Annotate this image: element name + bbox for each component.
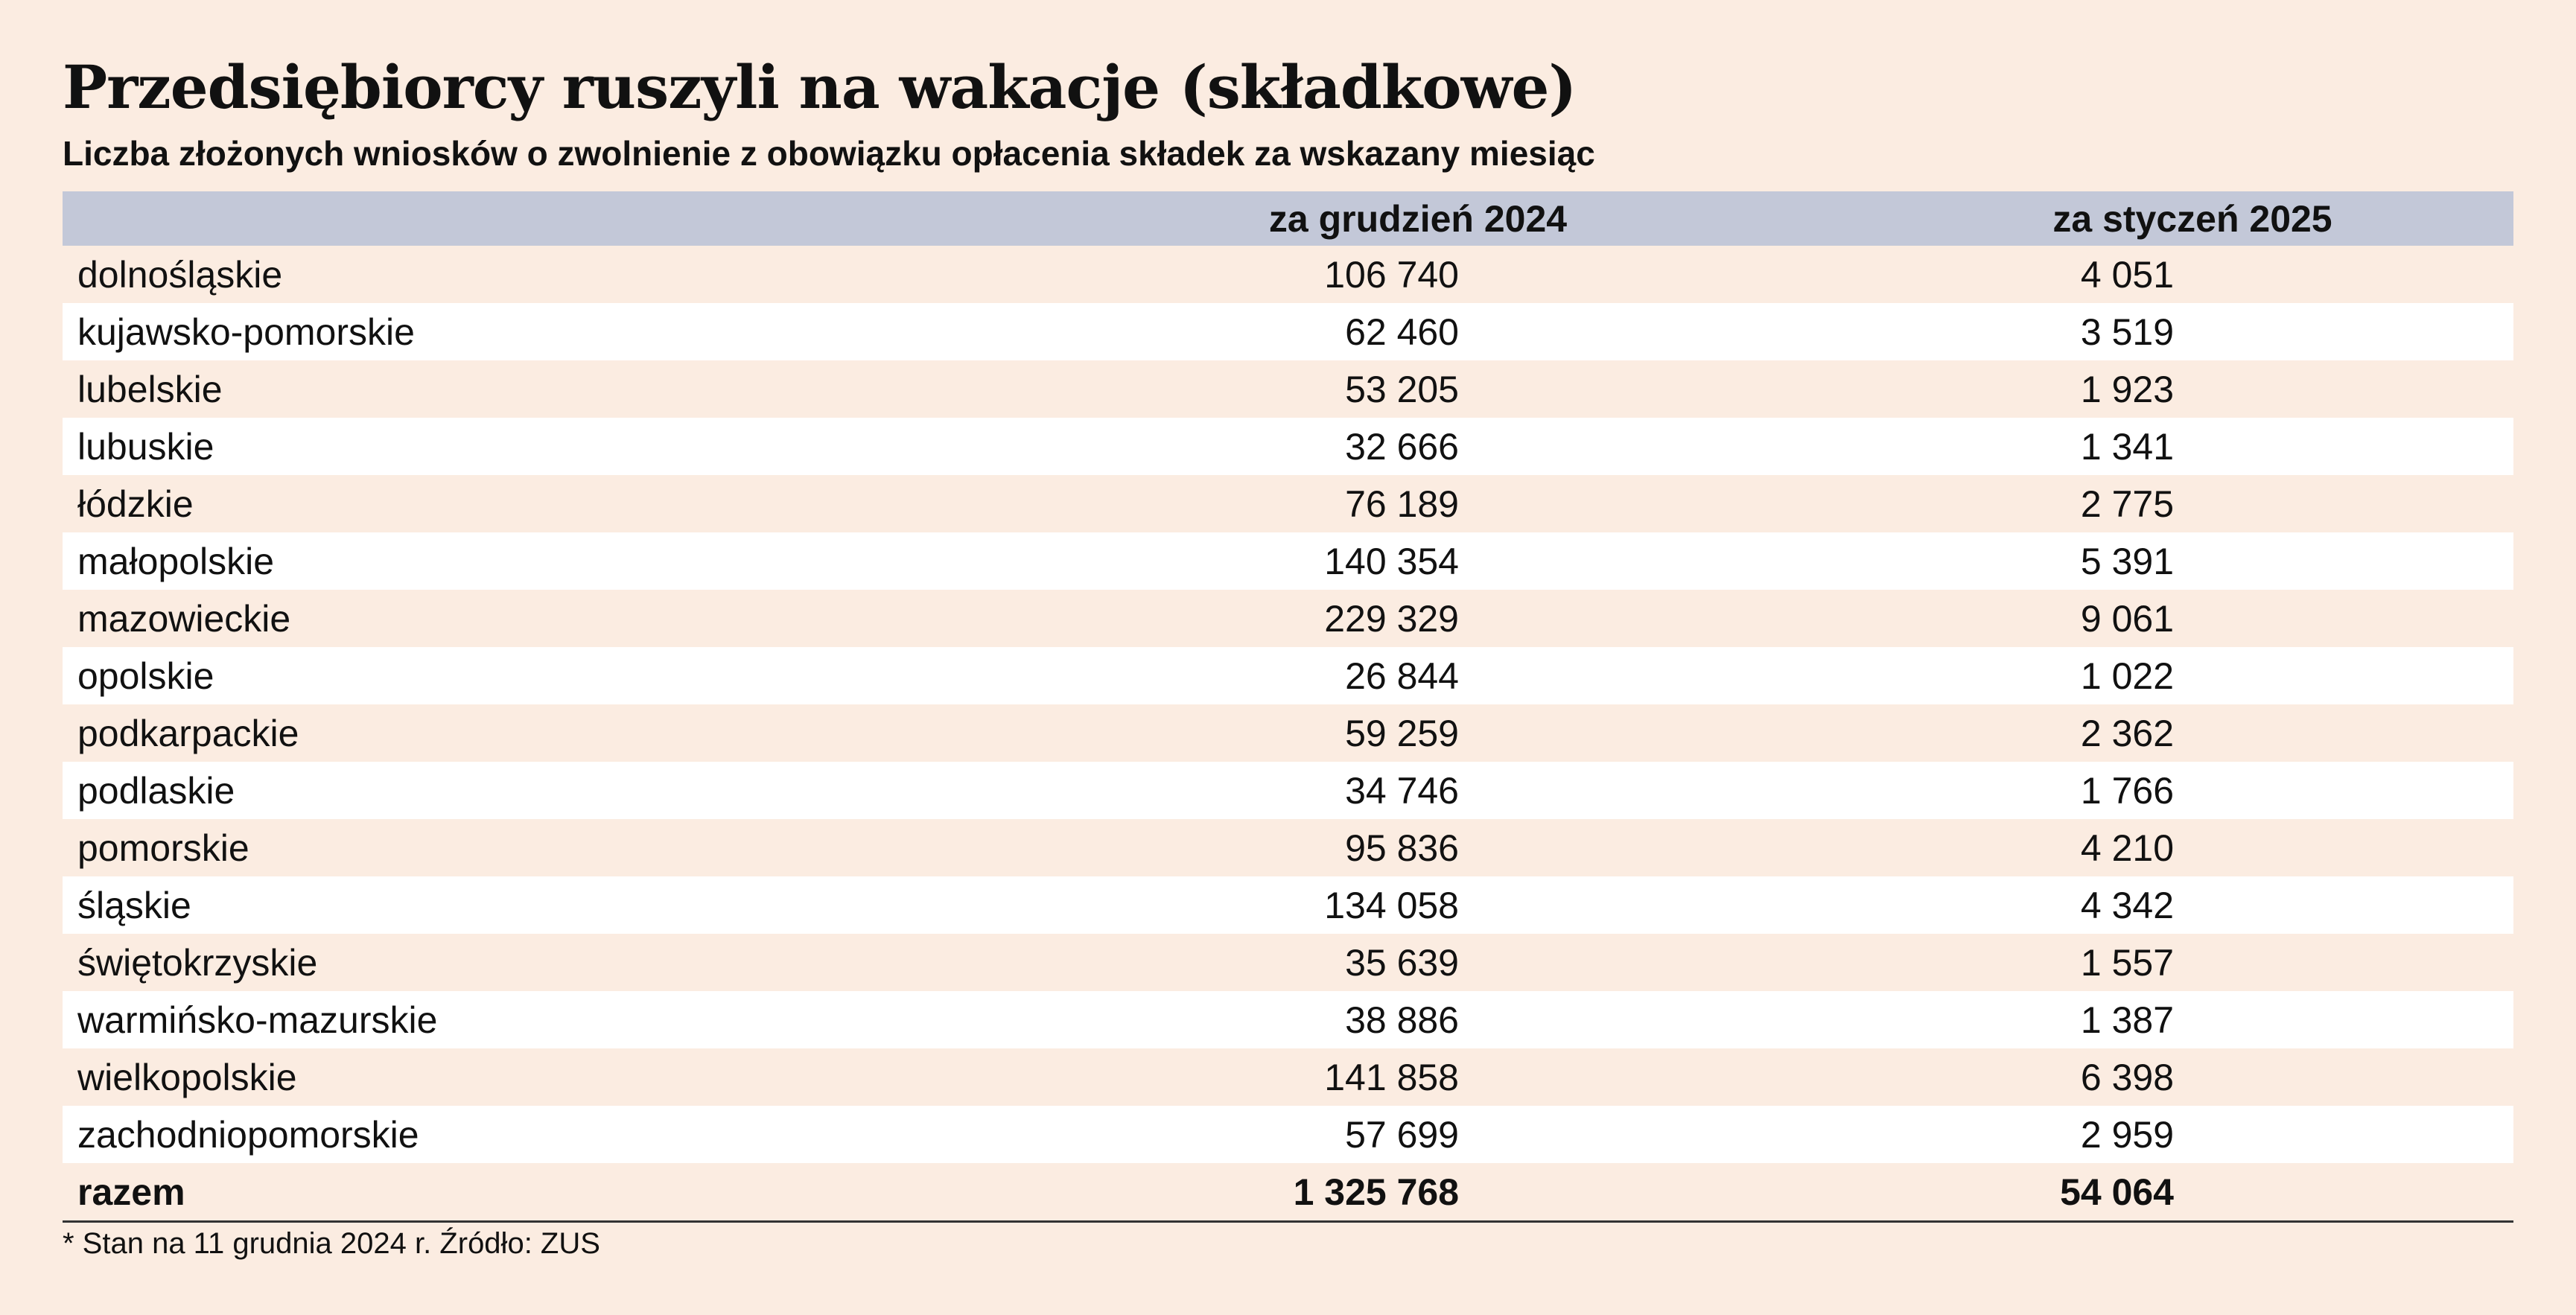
value-dec-2024: 106 740 xyxy=(1324,253,1459,296)
table-row: pomorskie 95 836 4 210 xyxy=(63,819,2513,876)
value-dec-2024: 53 205 xyxy=(1345,368,1459,410)
total-label: razem xyxy=(77,1171,185,1213)
region-name: świętokrzyskie xyxy=(77,941,318,984)
region-name: dolnośląskie xyxy=(77,253,283,296)
value-jan-2025: 1 387 xyxy=(2080,999,2174,1041)
value-dec-2024: 34 746 xyxy=(1345,769,1459,812)
total-dec-2024: 1 325 768 xyxy=(1293,1171,1459,1213)
value-dec-2024: 38 886 xyxy=(1345,999,1459,1041)
table-row: wielkopolskie 141 858 6 398 xyxy=(63,1048,2513,1106)
column-header-dec-2024: za grudzień 2024 xyxy=(1268,197,1568,240)
value-dec-2024: 26 844 xyxy=(1345,655,1459,697)
table-row: małopolskie 140 354 5 391 xyxy=(63,532,2513,590)
table-row: zachodniopomorskie 57 699 2 959 xyxy=(63,1106,2513,1163)
table-row: podkarpackie 59 259 2 362 xyxy=(63,704,2513,762)
region-name: śląskie xyxy=(77,884,191,926)
value-dec-2024: 35 639 xyxy=(1345,941,1459,984)
value-jan-2025: 5 391 xyxy=(2080,540,2174,582)
table-row: lubuskie 32 666 1 341 xyxy=(63,418,2513,475)
region-name: łódzkie xyxy=(77,483,194,525)
value-jan-2025: 4 051 xyxy=(2080,253,2174,296)
value-jan-2025: 2 959 xyxy=(2080,1113,2174,1156)
value-dec-2024: 76 189 xyxy=(1345,483,1459,525)
table-body: dolnośląskie 106 740 4 051 kujawsko-pomorsk… xyxy=(63,246,2513,1163)
region-name: wielkopolskie xyxy=(77,1056,297,1098)
value-jan-2025: 1 022 xyxy=(2080,655,2174,697)
region-name: pomorskie xyxy=(77,827,249,869)
region-name: warmińsko-mazurskie xyxy=(77,999,438,1041)
value-dec-2024: 62 460 xyxy=(1345,311,1459,353)
bottom-rule xyxy=(63,1220,2513,1223)
value-jan-2025: 3 519 xyxy=(2080,311,2174,353)
table-row: świętokrzyskie 35 639 1 557 xyxy=(63,934,2513,991)
value-dec-2024: 57 699 xyxy=(1345,1113,1459,1156)
region-name: podkarpackie xyxy=(77,712,299,754)
table-row: podlaskie 34 746 1 766 xyxy=(63,762,2513,819)
value-jan-2025: 4 210 xyxy=(2080,827,2174,869)
table-row: opolskie 26 844 1 022 xyxy=(63,647,2513,704)
value-dec-2024: 95 836 xyxy=(1345,827,1459,869)
region-name: małopolskie xyxy=(77,540,275,582)
footnote-source: * Stan na 11 grudnia 2024 r. Źródło: ZUS xyxy=(63,1227,600,1260)
value-dec-2024: 229 329 xyxy=(1324,597,1459,640)
region-name: zachodniopomorskie xyxy=(77,1113,419,1156)
chart-title: Przedsiębiorcy ruszyli na wakacje (skład… xyxy=(63,52,1577,122)
table-total-row: razem 1 325 768 54 064 xyxy=(63,1163,2513,1220)
chart-subtitle: Liczba złożonych wniosków o zwolnienie z… xyxy=(63,134,1595,173)
data-table: za grudzień 2024 za styczeń 2025 dolnośl… xyxy=(63,191,2513,1223)
table-row: śląskie 134 058 4 342 xyxy=(63,876,2513,934)
table-row: kujawsko-pomorskie 62 460 3 519 xyxy=(63,303,2513,360)
region-name: opolskie xyxy=(77,655,214,697)
region-name: lubuskie xyxy=(77,425,214,468)
value-dec-2024: 141 858 xyxy=(1324,1056,1459,1098)
value-jan-2025: 1 557 xyxy=(2080,941,2174,984)
value-jan-2025: 1 923 xyxy=(2080,368,2174,410)
value-jan-2025: 4 342 xyxy=(2080,884,2174,926)
table-row: dolnośląskie 106 740 4 051 xyxy=(63,246,2513,303)
table-row: lubelskie 53 205 1 923 xyxy=(63,360,2513,418)
value-dec-2024: 140 354 xyxy=(1324,540,1459,582)
value-jan-2025: 1 766 xyxy=(2080,769,2174,812)
table-row: warmińsko-mazurskie 38 886 1 387 xyxy=(63,991,2513,1048)
table-row: łódzkie 76 189 2 775 xyxy=(63,475,2513,532)
region-name: mazowieckie xyxy=(77,597,291,640)
table-header-row: za grudzień 2024 za styczeń 2025 xyxy=(63,191,2513,246)
value-dec-2024: 134 058 xyxy=(1324,884,1459,926)
table-row: mazowieckie 229 329 9 061 xyxy=(63,590,2513,647)
value-dec-2024: 59 259 xyxy=(1345,712,1459,754)
value-dec-2024: 32 666 xyxy=(1345,425,1459,468)
value-jan-2025: 2 362 xyxy=(2080,712,2174,754)
value-jan-2025: 6 398 xyxy=(2080,1056,2174,1098)
region-name: lubelskie xyxy=(77,368,223,410)
value-jan-2025: 9 061 xyxy=(2080,597,2174,640)
region-name: podlaskie xyxy=(77,769,235,812)
column-header-jan-2025: za styczeń 2025 xyxy=(2052,197,2332,240)
region-name: kujawsko-pomorskie xyxy=(77,311,415,353)
total-jan-2025: 54 064 xyxy=(2060,1171,2174,1213)
value-jan-2025: 2 775 xyxy=(2080,483,2174,525)
value-jan-2025: 1 341 xyxy=(2080,425,2174,468)
